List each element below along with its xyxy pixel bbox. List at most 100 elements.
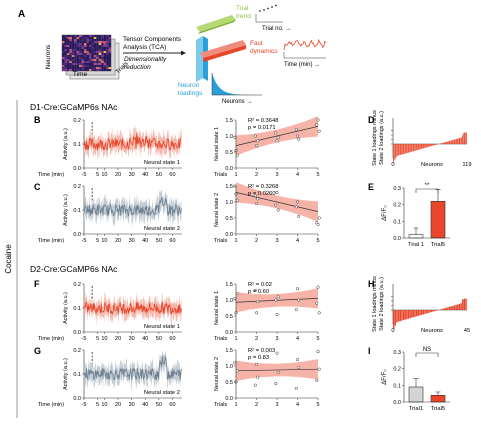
- loading-bar: [402, 310, 405, 321]
- heatmap-cell: [108, 45, 112, 48]
- scatter-point: [253, 288, 257, 292]
- trace-x-tick-label: -5: [82, 172, 87, 178]
- heatmap-cell: [74, 61, 77, 64]
- heatmap-cell: [91, 59, 94, 62]
- loading-bar: [424, 144, 426, 148]
- panel-label-g: G: [34, 346, 41, 356]
- heatmap-cell: [69, 37, 72, 40]
- loading-bar: [417, 144, 418, 151]
- loading-bar: [430, 310, 433, 313]
- heatmap-cell: [74, 47, 77, 50]
- scatter-point: [297, 366, 301, 370]
- loading-bar: [409, 144, 410, 153]
- heatmap-cell: [74, 35, 77, 38]
- scatter-point: [275, 190, 279, 194]
- heatmap-cell: [106, 45, 109, 48]
- heatmap-cell: [69, 43, 72, 46]
- loading-bar: [412, 310, 415, 318]
- loading-bar: [431, 144, 433, 146]
- regression-y-tick-label: 0.5: [225, 216, 233, 222]
- loading-bar: [430, 144, 432, 147]
- heatmap-cell: [91, 61, 94, 64]
- trace-x-tick-label: 20: [115, 172, 121, 178]
- heatmap-cell: [76, 43, 80, 46]
- heatmap-cell: [66, 43, 70, 46]
- heatmap-cell: [86, 35, 89, 38]
- heatmap-cell: [106, 51, 109, 54]
- heatmap-cell: [88, 37, 92, 40]
- loading-bar: [421, 144, 423, 149]
- heatmap-cell: [101, 47, 104, 50]
- heatmap-cell: [108, 63, 112, 66]
- heatmap-cell: [79, 61, 82, 64]
- trace-x-tick-label: 20: [115, 402, 121, 408]
- heatmap-cell: [103, 39, 107, 42]
- heatmap-cell: [101, 49, 104, 52]
- heatmap-cell: [86, 49, 89, 52]
- regression-x-tick-label: 3: [275, 336, 278, 342]
- tca-arrowhead: [181, 50, 186, 56]
- trace-x-tick-label: 5: [96, 172, 99, 178]
- heatmap-cell: [64, 47, 67, 50]
- section-title-d1: D1-Cre:GCaMP6s NAc: [30, 102, 118, 112]
- regression-fit-line: [235, 192, 319, 212]
- trace-x-tick-label: 60: [169, 336, 175, 342]
- loading-bar: [445, 142, 446, 144]
- regression-y-tick-label: 0.5: [225, 380, 233, 386]
- heatmap-cell: [93, 37, 97, 40]
- loading-bar: [394, 144, 395, 161]
- loading-bar: [401, 310, 403, 321]
- loading-bar: [440, 143, 441, 144]
- scatter-point: [253, 134, 257, 138]
- trace-x-tick-label: 60: [169, 172, 175, 178]
- loading-bar: [453, 139, 454, 144]
- heatmap-cell: [74, 51, 77, 54]
- heatmap-cell: [79, 43, 82, 46]
- scatter-point: [276, 136, 280, 140]
- heatmap-cell: [91, 47, 94, 50]
- loading-y-axis-label-2: State 2 loadings (a.u.): [379, 277, 385, 331]
- loading-bar: [425, 144, 427, 148]
- loading-bar: [411, 144, 412, 152]
- significance-label: NS: [423, 347, 431, 353]
- heatmap-cell: [106, 69, 109, 72]
- heatmap-cell: [86, 65, 89, 68]
- loading-bar: [453, 139, 455, 144]
- heatmap-cell: [103, 41, 107, 44]
- bar-category-label: Trial5: [431, 406, 445, 412]
- heatmap-cell: [84, 47, 87, 50]
- scatter-point: [274, 382, 278, 386]
- scatter-point: [315, 301, 319, 305]
- heatmap-cell: [108, 43, 112, 46]
- heatmap-cell: [71, 61, 75, 64]
- heatmap-cell: [66, 65, 70, 68]
- significance-bracket: [415, 352, 439, 357]
- heatmap-cell: [101, 55, 104, 58]
- heatmap-cell: [81, 63, 85, 66]
- heatmap-cell: [106, 39, 109, 42]
- loading-x-min-label: 0: [391, 162, 394, 168]
- heatmap-cell: [106, 67, 109, 70]
- heatmap-cell: [106, 53, 109, 56]
- heatmap-cell: [64, 35, 67, 38]
- regression-y-tick-label: 1.5: [225, 184, 233, 190]
- scatter-point: [294, 128, 298, 132]
- loading-bar: [422, 144, 424, 149]
- loading-bar: [397, 310, 400, 322]
- loading-bar: [453, 305, 456, 310]
- p-value-label: p = 0.83: [248, 355, 269, 361]
- loading-bar: [411, 310, 413, 318]
- heatmap-cell: [103, 37, 107, 40]
- heatmap-cell: [93, 45, 97, 48]
- heatmap-cell: [101, 51, 104, 54]
- loading-bar: [422, 310, 424, 315]
- heatmap-cell: [76, 45, 80, 48]
- regression-x-tick-label: 1: [234, 402, 237, 408]
- loading-bar: [435, 144, 436, 145]
- loading-x-axis-label: Neurons: [421, 162, 443, 168]
- heatmap-cell: [79, 67, 82, 70]
- loading-bar: [414, 144, 415, 151]
- heatmap-cell: [98, 65, 102, 68]
- loading-bar: [414, 310, 416, 317]
- loading-bar: [440, 309, 443, 310]
